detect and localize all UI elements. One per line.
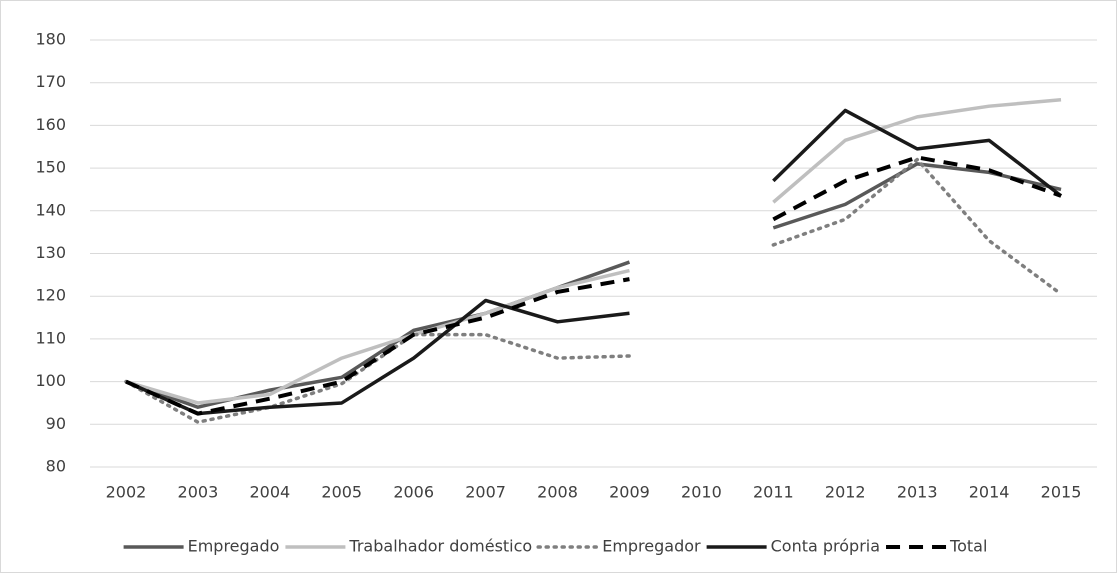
legend-label: Total	[949, 537, 987, 556]
x-tick-label: 2013	[897, 483, 938, 502]
x-tick-label: 2006	[393, 483, 434, 502]
legend-label: Empregador	[602, 537, 701, 556]
x-tick-label: 2010	[681, 483, 722, 502]
legend-label: Empregado	[188, 537, 280, 556]
y-tick-label: 100	[35, 371, 66, 390]
x-tick-label: 2002	[106, 483, 147, 502]
x-tick-label: 2009	[609, 483, 650, 502]
x-tick-label: 2014	[969, 483, 1010, 502]
y-tick-label: 110	[35, 328, 66, 347]
series-line	[125, 108, 1063, 416]
series-line	[125, 98, 1062, 405]
y-tick-label: 90	[46, 414, 66, 433]
series-line	[125, 155, 1062, 416]
x-tick-label: 2008	[537, 483, 578, 502]
y-tick-label: 120	[35, 286, 66, 305]
series-line	[124, 157, 1063, 424]
x-tick-label: 2007	[465, 483, 506, 502]
y-tick-label: 130	[35, 243, 66, 262]
y-tick-label: 170	[35, 72, 66, 91]
x-tick-label: 2005	[321, 483, 362, 502]
x-tick-label: 2003	[178, 483, 219, 502]
legend-label: Conta própria	[771, 537, 880, 556]
x-tick-label: 2012	[825, 483, 866, 502]
y-tick-label: 140	[35, 200, 66, 219]
x-tick-label: 2011	[753, 483, 794, 502]
y-tick-label: 150	[35, 158, 66, 177]
x-tick-label: 2004	[249, 483, 290, 502]
y-tick-label: 180	[35, 30, 66, 49]
x-tick-label: 2015	[1041, 483, 1082, 502]
y-tick-label: 80	[46, 457, 66, 476]
legend-label: Trabalhador doméstico	[348, 537, 532, 556]
y-tick-label: 160	[35, 115, 66, 134]
